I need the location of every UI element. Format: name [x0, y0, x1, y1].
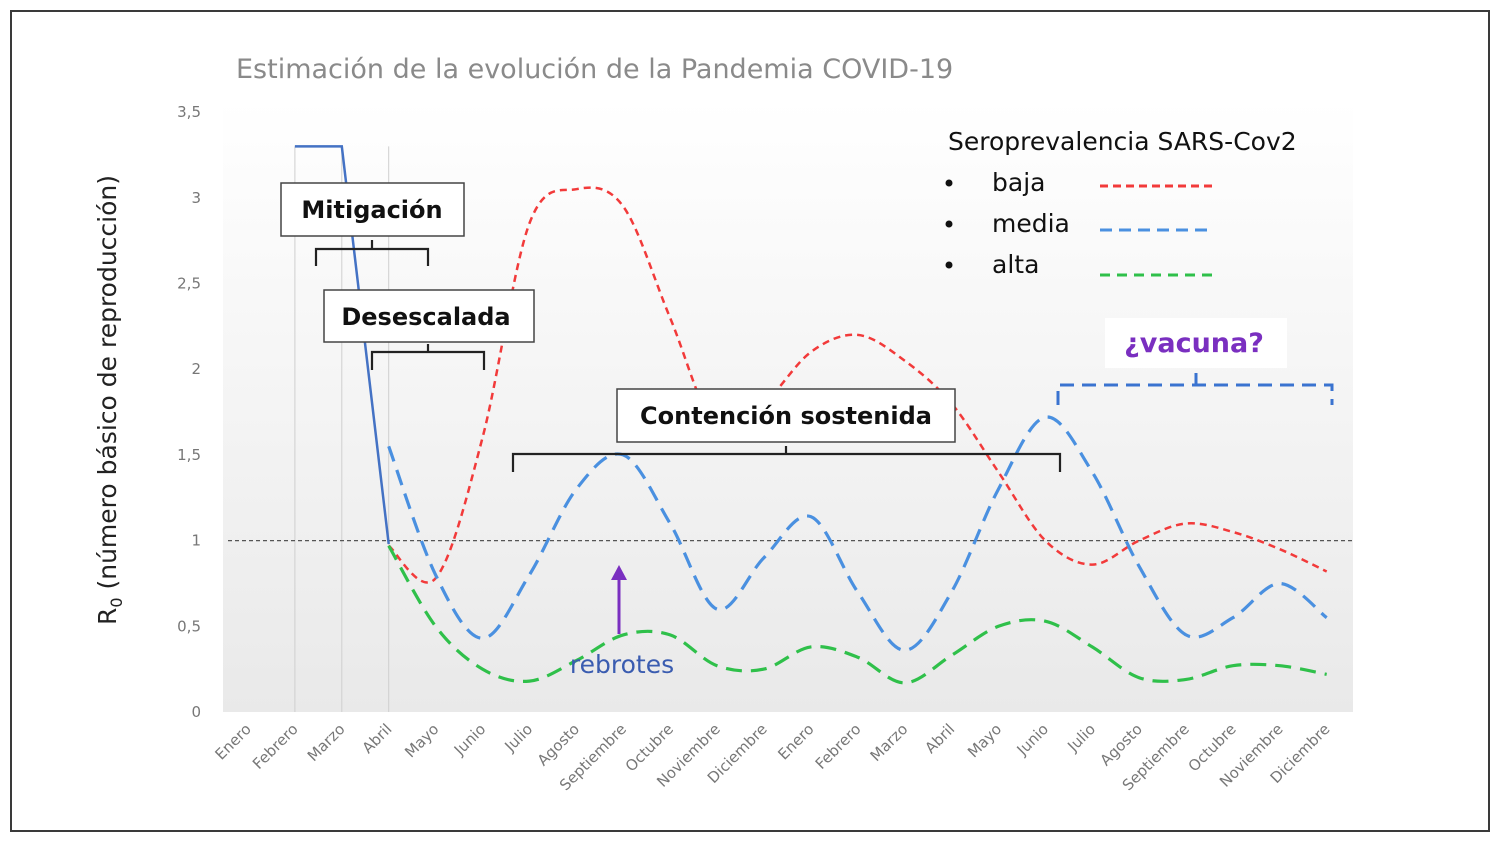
contencion-brace: [511, 446, 1062, 472]
mitigacion-box: [280, 182, 465, 237]
y-axis-label-subscript: 0: [107, 597, 126, 607]
x-tick-label: Abril: [921, 720, 958, 757]
x-tick-label: Marzo: [304, 720, 349, 765]
x-tick-label: Enero: [212, 720, 255, 763]
x-tick-label: Febrero: [812, 720, 865, 773]
series-line-media: [387, 415, 1328, 652]
y-tick-label: 3,5: [177, 103, 201, 121]
rebrotes-arrow-head: [611, 565, 627, 580]
vacuna-label: ¿vacuna?: [1124, 328, 1264, 359]
desescalada-box: [323, 289, 535, 343]
desescalada-brace: [370, 344, 486, 370]
y-tick-label: 1,5: [177, 446, 201, 464]
y-tick-label: 3: [191, 189, 201, 207]
x-tick-label: Junio: [1013, 720, 1052, 759]
y-tick-label: 2: [191, 360, 201, 378]
annotation-mitigacion: Mitigación: [280, 182, 465, 266]
x-tick-label: Mayo: [964, 720, 1005, 761]
y-axis-label-rest: (número básico de reproducción): [93, 175, 122, 598]
series-line-r0-observado-0: [294, 145, 390, 545]
annotation-desescalada: Desescalada: [323, 289, 535, 370]
x-tick-label: Julio: [1063, 720, 1099, 756]
legend-label-media: media: [992, 209, 1070, 238]
y-tick-label: 2,5: [177, 275, 201, 293]
y-tick-label: 1: [191, 532, 201, 550]
x-tick-label: Mayo: [401, 720, 442, 761]
x-tick-label: Julio: [501, 720, 537, 756]
mitigacion-label: Mitigación: [301, 196, 442, 224]
annotation-rebrotes: rebrotes: [570, 565, 674, 679]
legend-label-alta: alta: [992, 250, 1039, 279]
y-tick-label: 0: [191, 703, 201, 721]
rebrotes-label: rebrotes: [570, 650, 674, 679]
series-line-alta: [387, 544, 1327, 685]
vacuna-bracket: [1056, 373, 1334, 405]
series-line-baja: [387, 186, 1328, 584]
legend-label-baja: baja: [992, 168, 1045, 197]
y-tick-label: 0,5: [177, 617, 201, 635]
contencion-box: [616, 388, 956, 443]
series-lines: [294, 145, 1328, 685]
legend: Seroprevalencia SARS-Cov2 baja media alt…: [945, 127, 1297, 279]
x-tick-label: Abril: [359, 720, 396, 757]
y-ticks: 0 0,5 1 1,5 2 2,5 3 3,5: [177, 103, 201, 721]
chart-title: Estimación de la evolución de la Pandemi…: [236, 54, 953, 85]
x-tick-label: Marzo: [867, 720, 912, 765]
y-axis-label: R0 (número básico de reproducción): [93, 175, 126, 625]
month-gridlines: [294, 146, 390, 712]
x-tick-label: Junio: [450, 720, 489, 759]
contencion-label: Contención sostenida: [640, 402, 932, 430]
x-tick-label: Enero: [774, 720, 817, 763]
legend-bullet-media: [945, 220, 953, 228]
annotation-contencion: Contención sostenida: [511, 388, 1062, 472]
legend-title: Seroprevalencia SARS-Cov2: [948, 127, 1297, 156]
x-tick-label: Febrero: [249, 720, 302, 773]
y-axis-label-main: R: [93, 608, 122, 625]
desescalada-label: Desescalada: [341, 303, 510, 331]
legend-bullet-baja: [945, 179, 953, 187]
legend-bullet-alta: [945, 261, 953, 269]
mitigacion-brace: [314, 240, 430, 266]
vacuna-box: [1105, 318, 1287, 368]
annotation-vacuna: ¿vacuna?: [1056, 318, 1334, 405]
